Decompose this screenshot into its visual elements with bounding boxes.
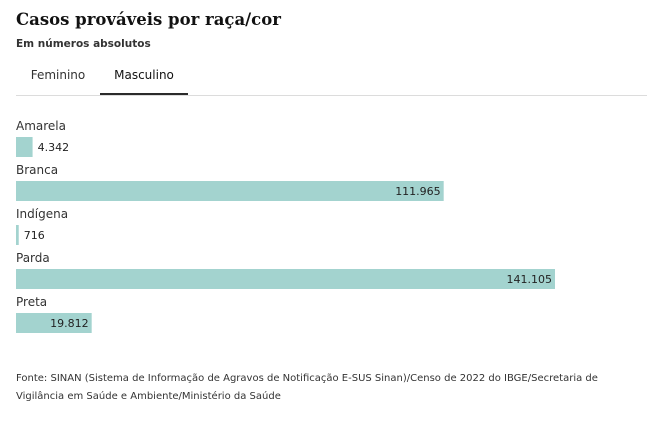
- category-label-parda: Parda: [16, 251, 50, 265]
- category-label-amarela: Amarela: [16, 119, 66, 133]
- category-label-branca: Branca: [16, 163, 58, 177]
- value-label-parda: 141.105: [507, 273, 553, 286]
- category-label-preta: Preta: [16, 295, 47, 309]
- value-label-preta: 19.812: [50, 317, 89, 330]
- bar-parda: [16, 269, 555, 289]
- chart-title: Casos prováveis por raça/cor: [16, 10, 281, 29]
- bar-indigena: [16, 225, 19, 245]
- bar-preta: [16, 313, 92, 333]
- bar-branca: [16, 181, 444, 201]
- value-label-branca: 111.965: [395, 185, 441, 198]
- tab-feminino[interactable]: Feminino: [30, 68, 86, 82]
- category-label-indigena: Indígena: [16, 207, 68, 221]
- source-note: Fonte: SINAN (Sistema de Informação de A…: [16, 373, 598, 402]
- value-label-amarela: 4.342: [38, 141, 70, 154]
- tab-masculino[interactable]: Masculino: [100, 64, 188, 95]
- chart-subtitle: Em números absolutos: [16, 38, 151, 50]
- value-label-indigena: 716: [24, 229, 45, 242]
- bar-amarela: [16, 137, 33, 157]
- tab-bar: Feminino Masculino: [16, 64, 647, 96]
